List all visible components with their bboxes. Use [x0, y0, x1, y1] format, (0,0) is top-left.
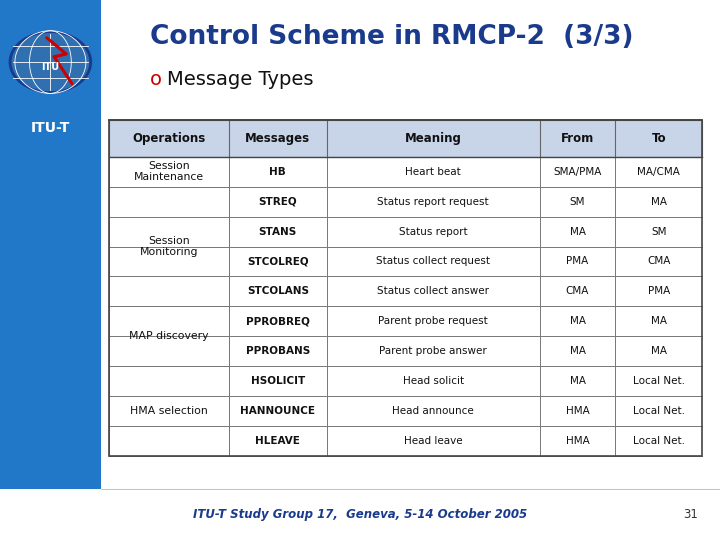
Bar: [109, 366, 229, 456]
Text: Session
Maintenance: Session Maintenance: [134, 161, 204, 183]
Text: Session
Monitoring: Session Monitoring: [140, 235, 199, 258]
Text: Status report request: Status report request: [377, 197, 489, 207]
Text: Meaning: Meaning: [405, 132, 462, 145]
Text: MA: MA: [570, 226, 585, 237]
Text: PMA: PMA: [567, 256, 589, 267]
Text: Heart beat: Heart beat: [405, 166, 461, 177]
Text: PPROBANS: PPROBANS: [246, 346, 310, 356]
Bar: [109, 366, 702, 396]
Bar: [109, 246, 702, 276]
Text: MA: MA: [570, 346, 585, 356]
Text: 31: 31: [683, 508, 698, 521]
Bar: [109, 306, 702, 336]
Circle shape: [9, 31, 92, 93]
Bar: [109, 306, 229, 366]
Text: Local Net.: Local Net.: [633, 406, 685, 416]
Text: SM: SM: [651, 226, 667, 237]
Text: PMA: PMA: [647, 286, 670, 296]
Text: Message Types: Message Types: [167, 70, 313, 89]
Text: MA: MA: [651, 316, 667, 327]
Text: Status collect request: Status collect request: [376, 256, 490, 267]
Bar: [109, 217, 702, 246]
Text: MA: MA: [651, 346, 667, 356]
Text: Parent probe answer: Parent probe answer: [379, 346, 487, 356]
Text: Local Net.: Local Net.: [633, 436, 685, 447]
Text: Head solicit: Head solicit: [402, 376, 464, 387]
Text: ITU-T Study Group 17,  Geneva, 5-14 October 2005: ITU-T Study Group 17, Geneva, 5-14 Octob…: [193, 508, 527, 521]
Text: HMA selection: HMA selection: [130, 406, 208, 416]
Text: STANS: STANS: [258, 226, 297, 237]
Text: SMA/PMA: SMA/PMA: [554, 166, 602, 177]
Text: MA: MA: [570, 376, 585, 387]
Text: Parent probe request: Parent probe request: [378, 316, 488, 327]
Bar: [0, 0, 101, 540]
Bar: [109, 120, 702, 157]
Text: MA: MA: [570, 316, 585, 327]
Text: MA: MA: [651, 197, 667, 207]
Text: From: From: [561, 132, 594, 145]
Text: STREQ: STREQ: [258, 197, 297, 207]
Bar: [109, 186, 229, 306]
Bar: [109, 427, 702, 456]
Bar: [109, 157, 702, 186]
Text: HMA: HMA: [566, 406, 590, 416]
Text: STCOLREQ: STCOLREQ: [247, 256, 309, 267]
Text: Head leave: Head leave: [404, 436, 462, 447]
Text: Status collect answer: Status collect answer: [377, 286, 489, 296]
Text: Control Scheme in RMCP-2  (3/3): Control Scheme in RMCP-2 (3/3): [150, 24, 634, 50]
Text: CMA: CMA: [566, 286, 589, 296]
Bar: [109, 120, 702, 456]
Text: CMA: CMA: [647, 256, 670, 267]
Bar: [109, 157, 229, 186]
Bar: [101, 0, 720, 108]
Bar: [109, 336, 702, 366]
Text: ITU-T: ITU-T: [31, 122, 70, 136]
Text: o: o: [150, 70, 162, 89]
Bar: [109, 396, 702, 427]
Text: HSOLICIT: HSOLICIT: [251, 376, 305, 387]
Text: SM: SM: [570, 197, 585, 207]
Text: To: To: [652, 132, 666, 145]
Text: HB: HB: [269, 166, 286, 177]
Text: MAP discovery: MAP discovery: [130, 332, 209, 341]
Text: Head announce: Head announce: [392, 406, 474, 416]
Bar: [109, 187, 702, 217]
Text: STCOLANS: STCOLANS: [247, 286, 309, 296]
Text: PPROBREQ: PPROBREQ: [246, 316, 310, 327]
Bar: [0, 489, 720, 540]
Text: Local Net.: Local Net.: [633, 376, 685, 387]
Text: HMA: HMA: [566, 436, 590, 447]
Circle shape: [12, 33, 89, 91]
Text: HLEAVE: HLEAVE: [256, 436, 300, 447]
Text: Status report: Status report: [399, 226, 467, 237]
Bar: [109, 276, 702, 306]
Text: Operations: Operations: [132, 132, 206, 145]
Text: ITU: ITU: [41, 63, 60, 72]
Text: HANNOUNCE: HANNOUNCE: [240, 406, 315, 416]
Text: MA/CMA: MA/CMA: [637, 166, 680, 177]
Text: dates: dates: [13, 514, 38, 523]
Text: Messages: Messages: [246, 132, 310, 145]
